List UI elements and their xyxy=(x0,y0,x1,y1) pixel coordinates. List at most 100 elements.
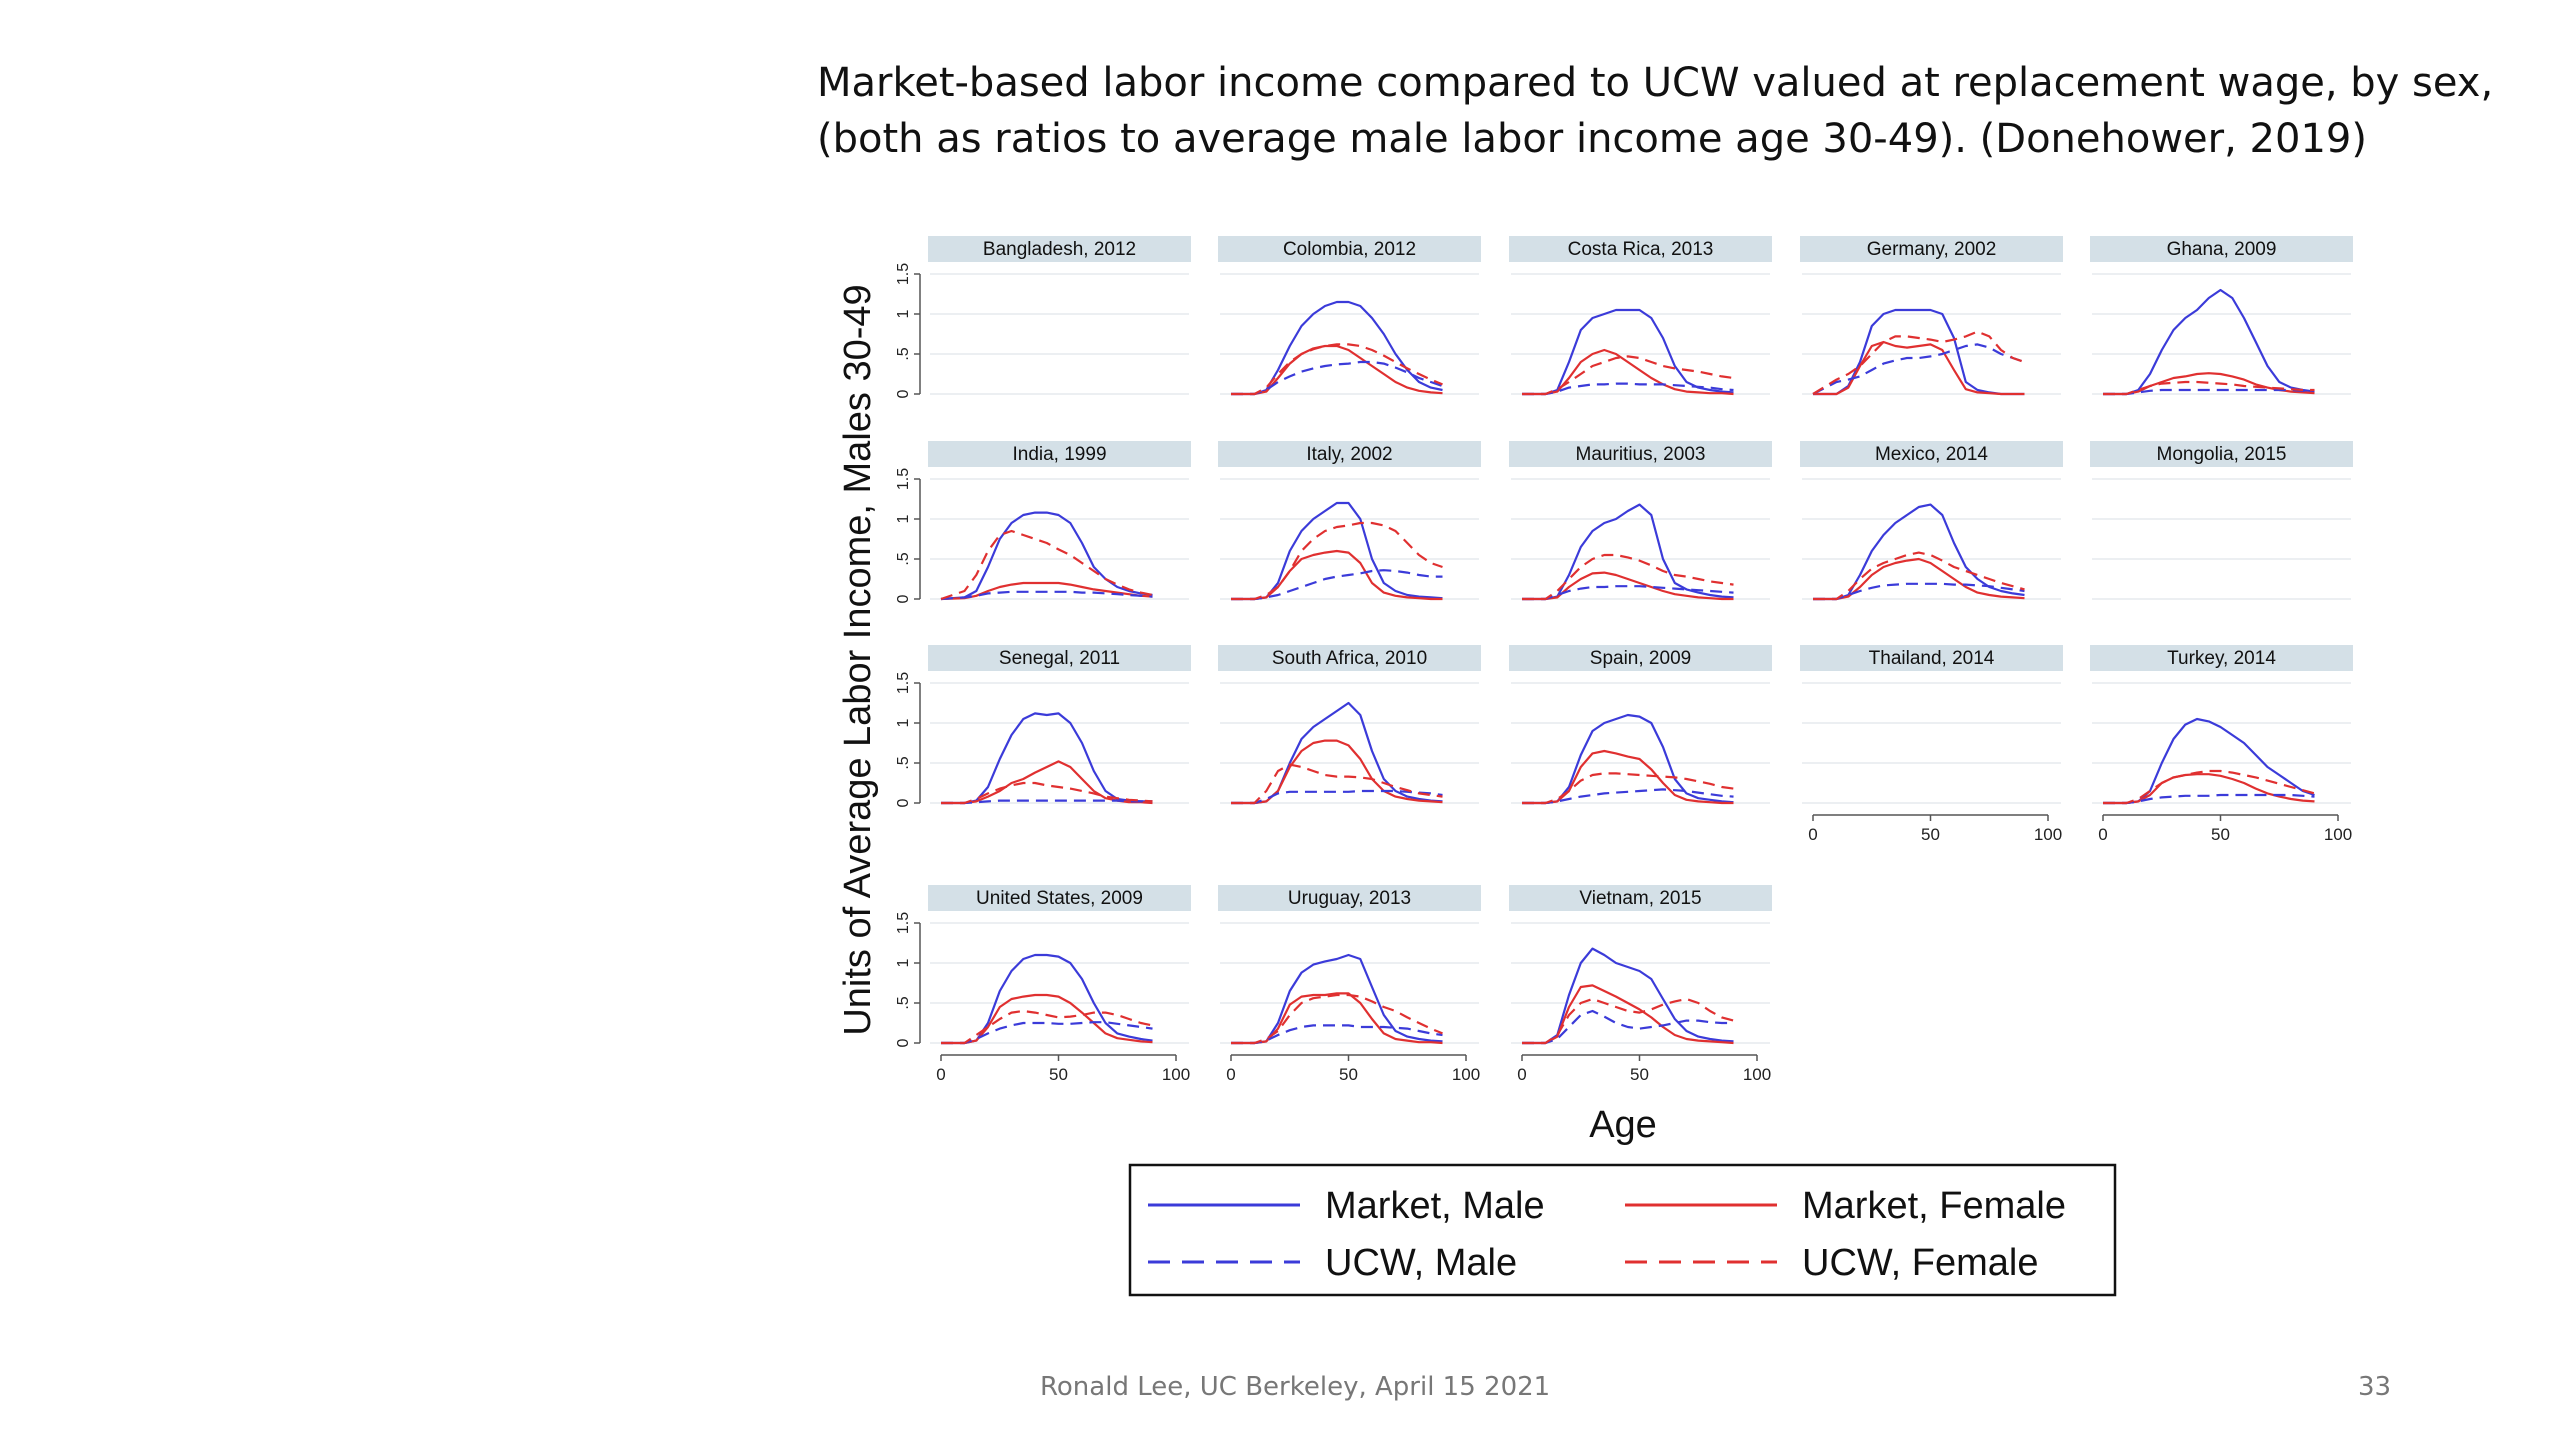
panel-header xyxy=(928,645,1191,671)
panel-header xyxy=(1218,885,1481,911)
y-tick-label: 1.5 xyxy=(895,672,912,694)
panel-united-states-2009: United States, 2009 0 .5 1 1.5 0 50 100 xyxy=(895,885,1191,1084)
series-line-ucw-female xyxy=(1231,763,1443,805)
panel-header xyxy=(928,236,1191,262)
series-line-market-male xyxy=(941,953,1153,1045)
y-tick-label: 0 xyxy=(895,1038,912,1047)
series-line-market-male xyxy=(2103,717,2315,805)
panel-title: Colombia, 2012 xyxy=(1283,239,1416,260)
y-tick-label: 1.5 xyxy=(895,912,912,934)
panel-header xyxy=(928,885,1191,911)
series-line-market-male xyxy=(1231,300,1443,396)
x-tick-label: 100 xyxy=(2034,825,2062,844)
series-line-market-male xyxy=(1813,308,2025,396)
y-tick-label: 1 xyxy=(895,514,912,523)
panel-vietnam-2015: Vietnam, 2015 0 50 100 xyxy=(1509,885,1772,1084)
slide-title-line-2: (both as ratios to average male labor in… xyxy=(817,116,2367,162)
series-line-market-male xyxy=(1522,308,1734,396)
series-line-market-female xyxy=(1813,340,2025,396)
y-tick-label: 0 xyxy=(895,798,912,807)
x-tick-label: 0 xyxy=(936,1065,945,1084)
x-tick-label: 50 xyxy=(1921,825,1940,844)
panel-header xyxy=(1509,645,1772,671)
series-line-market-male xyxy=(1231,953,1443,1045)
series-line-market-male xyxy=(1231,701,1443,805)
panel-header xyxy=(1800,645,2063,671)
panel-title: South Africa, 2010 xyxy=(1272,648,1427,669)
panel-header xyxy=(1509,885,1772,911)
y-tick-label: 1.5 xyxy=(895,263,912,285)
series-line-ucw-male xyxy=(2103,793,2315,805)
panel-title: United States, 2009 xyxy=(976,888,1143,909)
series-line-market-female xyxy=(1813,557,2025,601)
series-line-ucw-female xyxy=(1231,343,1443,396)
legend-label-ucw-female: UCW, Female xyxy=(1802,1242,2038,1284)
x-tick-label: 0 xyxy=(1808,825,1817,844)
x-tick-label: 50 xyxy=(1630,1065,1649,1084)
x-tick-label: 0 xyxy=(2098,825,2107,844)
y-tick-label: 0 xyxy=(895,389,912,398)
series-line-market-female xyxy=(1522,571,1734,601)
panel-title: Uruguay, 2013 xyxy=(1288,888,1411,909)
panel-header xyxy=(2090,236,2353,262)
series-line-ucw-female xyxy=(941,781,1153,805)
panel-colombia-2012: Colombia, 2012 xyxy=(1218,236,1481,396)
y-tick-label: .5 xyxy=(895,996,912,1009)
legend-label-ucw-male: UCW, Male xyxy=(1325,1242,1517,1284)
series-line-market-female xyxy=(941,993,1153,1045)
panel-header xyxy=(1509,441,1772,467)
page-number: 33 xyxy=(2358,1372,2392,1402)
legend: Market, Male Market, Female UCW, Male UCW, … xyxy=(1128,1163,2117,1297)
y-tick-label: .5 xyxy=(895,347,912,360)
panel-mexico-2014: Mexico, 2014 xyxy=(1800,441,2063,601)
panel-mauritius-2003: Mauritius, 2003 xyxy=(1509,441,1772,601)
series-line-market-male xyxy=(1813,503,2025,601)
x-tick-label: 0 xyxy=(1226,1065,1235,1084)
panel-south-africa-2010: South Africa, 2010 xyxy=(1218,645,1481,805)
series-line-market-male xyxy=(1522,947,1734,1045)
series-line-ucw-female xyxy=(1522,997,1734,1045)
panel-spain-2009: Spain, 2009 xyxy=(1509,645,1772,805)
panel-header xyxy=(2090,645,2353,671)
series-line-ucw-male xyxy=(1231,1024,1443,1045)
series-line-ucw-female xyxy=(1522,772,1734,805)
series-line-market-female xyxy=(2103,773,2315,805)
panel-title: Germany, 2002 xyxy=(1867,239,1997,260)
series-line-ucw-male xyxy=(2103,388,2315,396)
panel-title: Italy, 2002 xyxy=(1306,444,1392,465)
slide-title-line-1: Market-based labor income compared to UC… xyxy=(817,60,2494,106)
series-line-ucw-male xyxy=(1522,382,1734,396)
footer-author: Ronald Lee, UC Berkeley, April 15 2021 xyxy=(1040,1372,1551,1402)
panel-header xyxy=(1800,236,2063,262)
legend-box xyxy=(1128,1163,2117,1297)
series-line-ucw-female xyxy=(940,529,1153,601)
series-line-ucw-male xyxy=(1522,585,1734,601)
panel-title: Thailand, 2014 xyxy=(1869,648,1995,669)
series-line-ucw-male xyxy=(1522,788,1734,805)
legend-label-market-female: Market, Female xyxy=(1802,1185,2066,1227)
y-tick-label: .5 xyxy=(895,756,912,769)
x-tick-label: 0 xyxy=(1517,1065,1526,1084)
series-line-ucw-female xyxy=(1231,521,1443,601)
series-line-ucw-female xyxy=(2103,769,2315,805)
y-axis-title: Units of Average Labor Income, Males 30-… xyxy=(837,284,879,1035)
y-tick-label: 1.5 xyxy=(895,468,912,490)
x-tick-label: 100 xyxy=(2324,825,2352,844)
panel-header xyxy=(1218,236,1481,262)
series-line-market-female xyxy=(940,581,1153,601)
x-tick-label: 50 xyxy=(1339,1065,1358,1084)
series-line-market-male xyxy=(2103,288,2315,396)
series-line-market-female xyxy=(941,760,1153,805)
panel-costa-rica-2013: Costa Rica, 2013 xyxy=(1509,236,1772,396)
x-tick-label: 100 xyxy=(1452,1065,1480,1084)
panel-title: Bangladesh, 2012 xyxy=(983,239,1136,260)
panel-header xyxy=(1509,236,1772,262)
panel-title: Mexico, 2014 xyxy=(1875,444,1988,465)
series-line-market-male xyxy=(1522,713,1734,805)
panel-title: Ghana, 2009 xyxy=(2167,239,2277,260)
panel-title: Costa Rica, 2013 xyxy=(1568,239,1714,260)
series-line-ucw-male xyxy=(1231,360,1443,396)
y-tick-label: .5 xyxy=(895,552,912,565)
series-line-ucw-male xyxy=(940,590,1153,601)
